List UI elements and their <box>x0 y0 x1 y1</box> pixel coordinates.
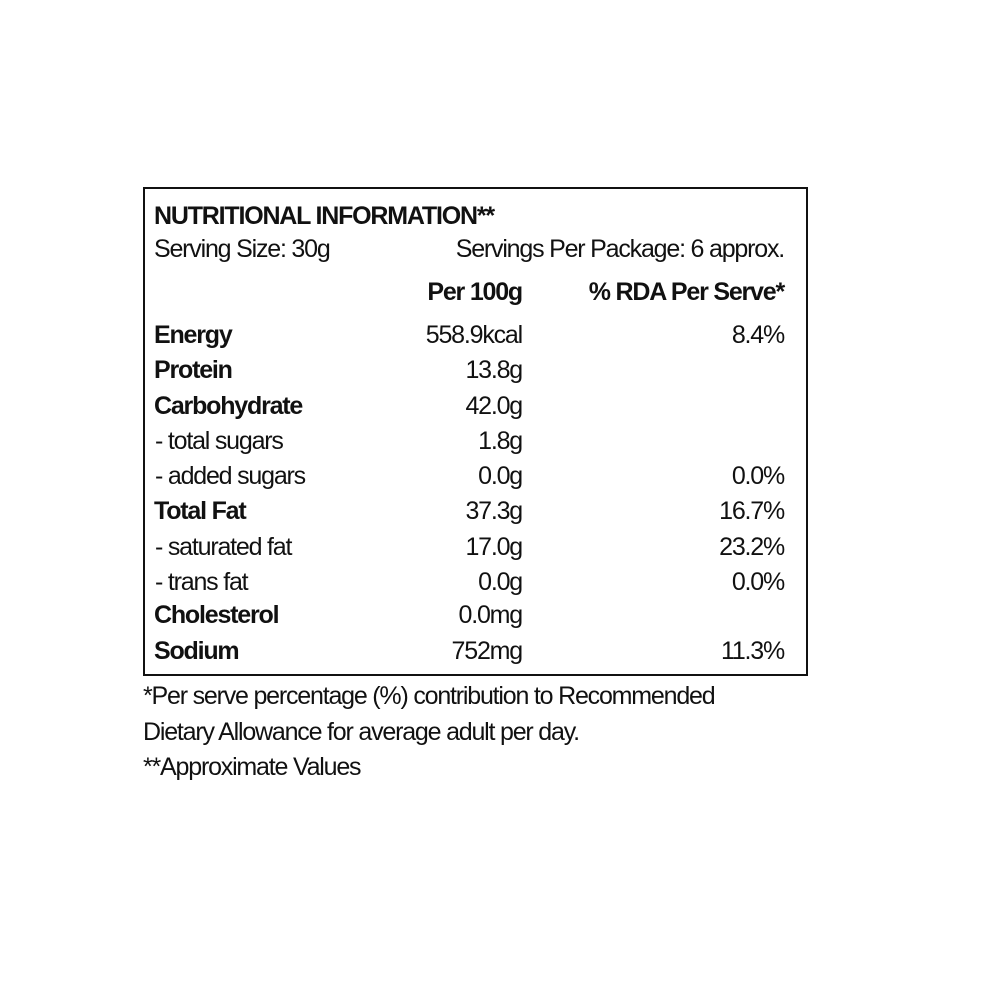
footnote-approximate: **Approximate Values <box>143 753 362 781</box>
nutrient-label: Sodium <box>154 637 240 665</box>
nutrition-table: NUTRITIONAL INFORMATION** Serving Size: … <box>143 187 808 676</box>
nutrient-label: - saturated fat <box>155 533 292 561</box>
nutrient-per-100g: 752mg <box>451 637 524 665</box>
nutrient-rda: 23.2% <box>719 533 785 561</box>
nutrient-rda: 0.0% <box>731 462 785 490</box>
nutrient-label: Carbohydrate <box>154 392 303 420</box>
serving-size: Serving Size: 30g <box>154 235 331 263</box>
servings-per-package: Servings Per Package: 6 approx. <box>455 235 785 263</box>
nutrient-per-100g: 0.0g <box>478 462 523 490</box>
nutrient-rda: 11.3% <box>720 637 785 665</box>
nutrient-rda: 0.0% <box>731 568 785 596</box>
nutrient-per-100g: 13.8g <box>465 356 523 384</box>
nutrient-per-100g: 42.0g <box>465 392 523 420</box>
table-title: NUTRITIONAL INFORMATION** <box>154 202 495 230</box>
nutrient-label: Total Fat <box>154 497 247 525</box>
nutrient-rda: 8.4% <box>731 321 785 349</box>
nutrient-rda: 16.7% <box>719 497 785 525</box>
nutrient-label: - total sugars <box>155 427 284 455</box>
nutrient-label: - trans fat <box>155 568 249 596</box>
nutrient-per-100g: 1.8g <box>478 427 523 455</box>
nutrient-per-100g: 17.0g <box>465 533 523 561</box>
nutrient-per-100g: 37.3g <box>465 497 523 525</box>
nutrient-label: - added sugars <box>155 462 306 490</box>
footnote-rda-1: *Per serve percentage (%) contribution t… <box>143 682 716 710</box>
nutrient-label: Protein <box>154 356 233 384</box>
nutrient-per-100g: 0.0mg <box>458 601 524 629</box>
column-header-per-100g: Per 100g <box>427 278 523 306</box>
nutrient-label: Cholesterol <box>154 601 280 629</box>
footnote-rda-2: Dietary Allowance for average adult per … <box>143 718 580 746</box>
nutrient-per-100g: 0.0g <box>478 568 523 596</box>
nutrient-label: Energy <box>154 321 233 349</box>
nutrient-per-100g: 558.9kcal <box>425 321 523 349</box>
column-header-rda: % RDA Per Serve* <box>588 278 785 306</box>
